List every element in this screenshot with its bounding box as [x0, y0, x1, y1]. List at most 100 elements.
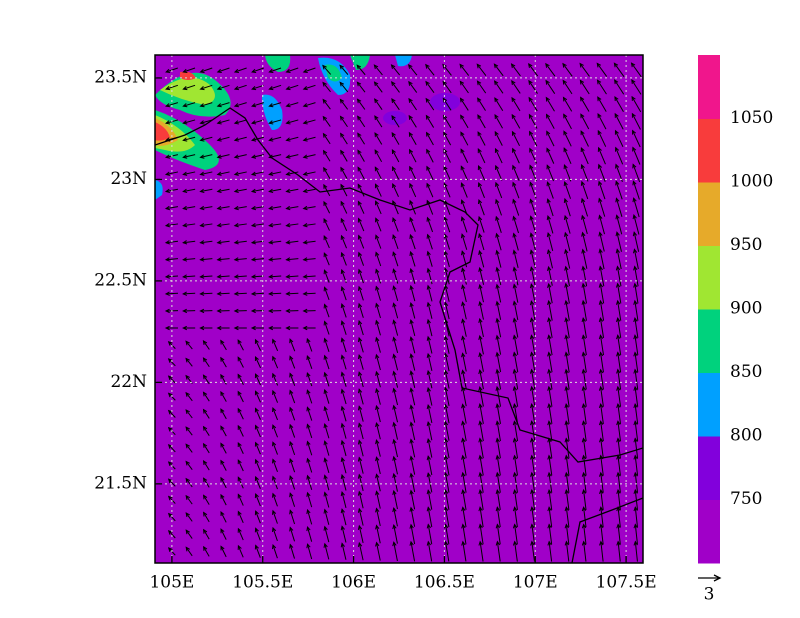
wind-arrow-head	[164, 274, 170, 279]
wind-arrow-head	[598, 299, 604, 305]
wind-arrow-head	[409, 182, 414, 188]
wind-arrow	[461, 268, 467, 285]
wind-arrow	[633, 214, 640, 235]
wind-arrow-head	[426, 403, 431, 410]
wind-arrow-head	[564, 231, 569, 237]
wind-arrow	[392, 166, 400, 180]
wind-arrow-head	[357, 473, 363, 479]
wind-arrow-head	[598, 402, 604, 409]
wind-arrow-head	[251, 120, 257, 125]
wind-arrow-head	[547, 282, 552, 289]
wind-arrow-head	[182, 223, 188, 228]
wind-arrow	[600, 386, 604, 407]
wind-arrow-head	[199, 188, 205, 194]
wind-arrow	[303, 188, 316, 193]
wind-arrow-head	[616, 523, 621, 529]
wind-arrow	[255, 528, 261, 541]
wind-arrow	[617, 404, 622, 424]
wind-arrow-head	[182, 188, 188, 194]
wind-arrow	[496, 455, 501, 476]
wind-arrow	[427, 353, 433, 371]
wind-arrow	[237, 408, 244, 420]
wind-arrow	[634, 507, 638, 528]
wind-arrow-head	[250, 274, 256, 279]
wind-arrow-head	[392, 421, 397, 427]
wind-arrow-head	[182, 103, 188, 108]
wind-arrow-head	[375, 524, 380, 530]
wind-arrow-head	[529, 351, 535, 357]
wind-arrow-head	[167, 375, 173, 381]
reference-vector-label: 3	[704, 585, 715, 605]
wind-arrow-head	[564, 471, 569, 477]
wind-arrow	[237, 477, 244, 489]
wind-arrow-head	[250, 325, 256, 331]
wind-arrow	[496, 472, 501, 493]
wind-arrow	[425, 81, 435, 94]
wind-arrow	[183, 67, 196, 73]
wind-arrow-head	[461, 540, 466, 546]
wind-arrow-head	[409, 540, 414, 546]
wind-arrow-head	[409, 284, 414, 291]
wind-arrow-head	[182, 120, 188, 125]
wind-arrow	[393, 303, 399, 319]
wind-arrow-head	[512, 181, 517, 187]
wind-arrow	[356, 81, 366, 93]
wind-arrow	[393, 542, 398, 562]
wind-arrow	[185, 512, 193, 522]
wind-arrow-head	[323, 371, 328, 377]
wind-arrow	[358, 423, 364, 440]
wind-arrow	[616, 215, 623, 235]
wind-arrow	[251, 171, 265, 175]
wind-arrow-head	[461, 318, 466, 324]
wind-arrow	[563, 97, 573, 112]
wind-arrow-head	[460, 114, 465, 120]
wind-arrow	[324, 526, 330, 543]
wind-arrow	[357, 98, 366, 110]
wind-arrow-head	[581, 506, 587, 512]
wind-arrow-head	[323, 303, 328, 309]
wind-arrow-head	[442, 63, 447, 69]
wind-arrow-head	[272, 458, 277, 464]
wind-arrow	[580, 113, 590, 130]
wind-arrow-head	[254, 373, 259, 379]
wind-arrow	[477, 148, 486, 164]
wind-arrow-head	[425, 114, 431, 120]
wind-arrow-head	[233, 68, 239, 73]
wind-arrow	[341, 526, 347, 543]
wind-arrow-head	[408, 131, 413, 137]
wind-arrow	[168, 410, 176, 418]
wind-arrow	[545, 80, 556, 94]
wind-arrow	[514, 524, 518, 545]
wind-arrow	[615, 181, 623, 200]
wind-arrow	[251, 292, 265, 295]
wind-arrow-head	[564, 351, 569, 357]
wind-arrow-head	[202, 408, 208, 414]
wind-arrow-head	[323, 457, 328, 463]
wind-arrow-head	[632, 129, 637, 135]
wind-arrow	[272, 544, 278, 559]
wind-arrow	[617, 335, 622, 356]
wind-arrow-head	[409, 233, 414, 239]
wind-arrow	[220, 426, 227, 437]
wind-arrow-head	[340, 525, 345, 531]
wind-arrow-head	[237, 339, 242, 345]
wind-arrow	[200, 67, 213, 73]
wind-arrow-head	[460, 233, 466, 239]
wind-arrow	[579, 63, 590, 77]
wind-arrow	[548, 421, 553, 442]
wind-arrow-head	[495, 334, 500, 340]
wind-arrow	[600, 490, 604, 510]
wind-arrow	[479, 318, 484, 338]
wind-arrow-head	[306, 337, 311, 343]
wind-arrow	[251, 84, 265, 90]
wind-arrow	[255, 545, 261, 558]
wind-arrow	[220, 443, 227, 454]
wind-arrow	[496, 267, 502, 286]
wind-arrow-head	[547, 540, 552, 546]
wind-arrow	[512, 165, 520, 181]
colorbar-swatch	[698, 436, 720, 500]
wind-arrow-head	[357, 149, 362, 155]
wind-arrow-head	[302, 274, 308, 279]
wind-arrow	[185, 409, 193, 419]
